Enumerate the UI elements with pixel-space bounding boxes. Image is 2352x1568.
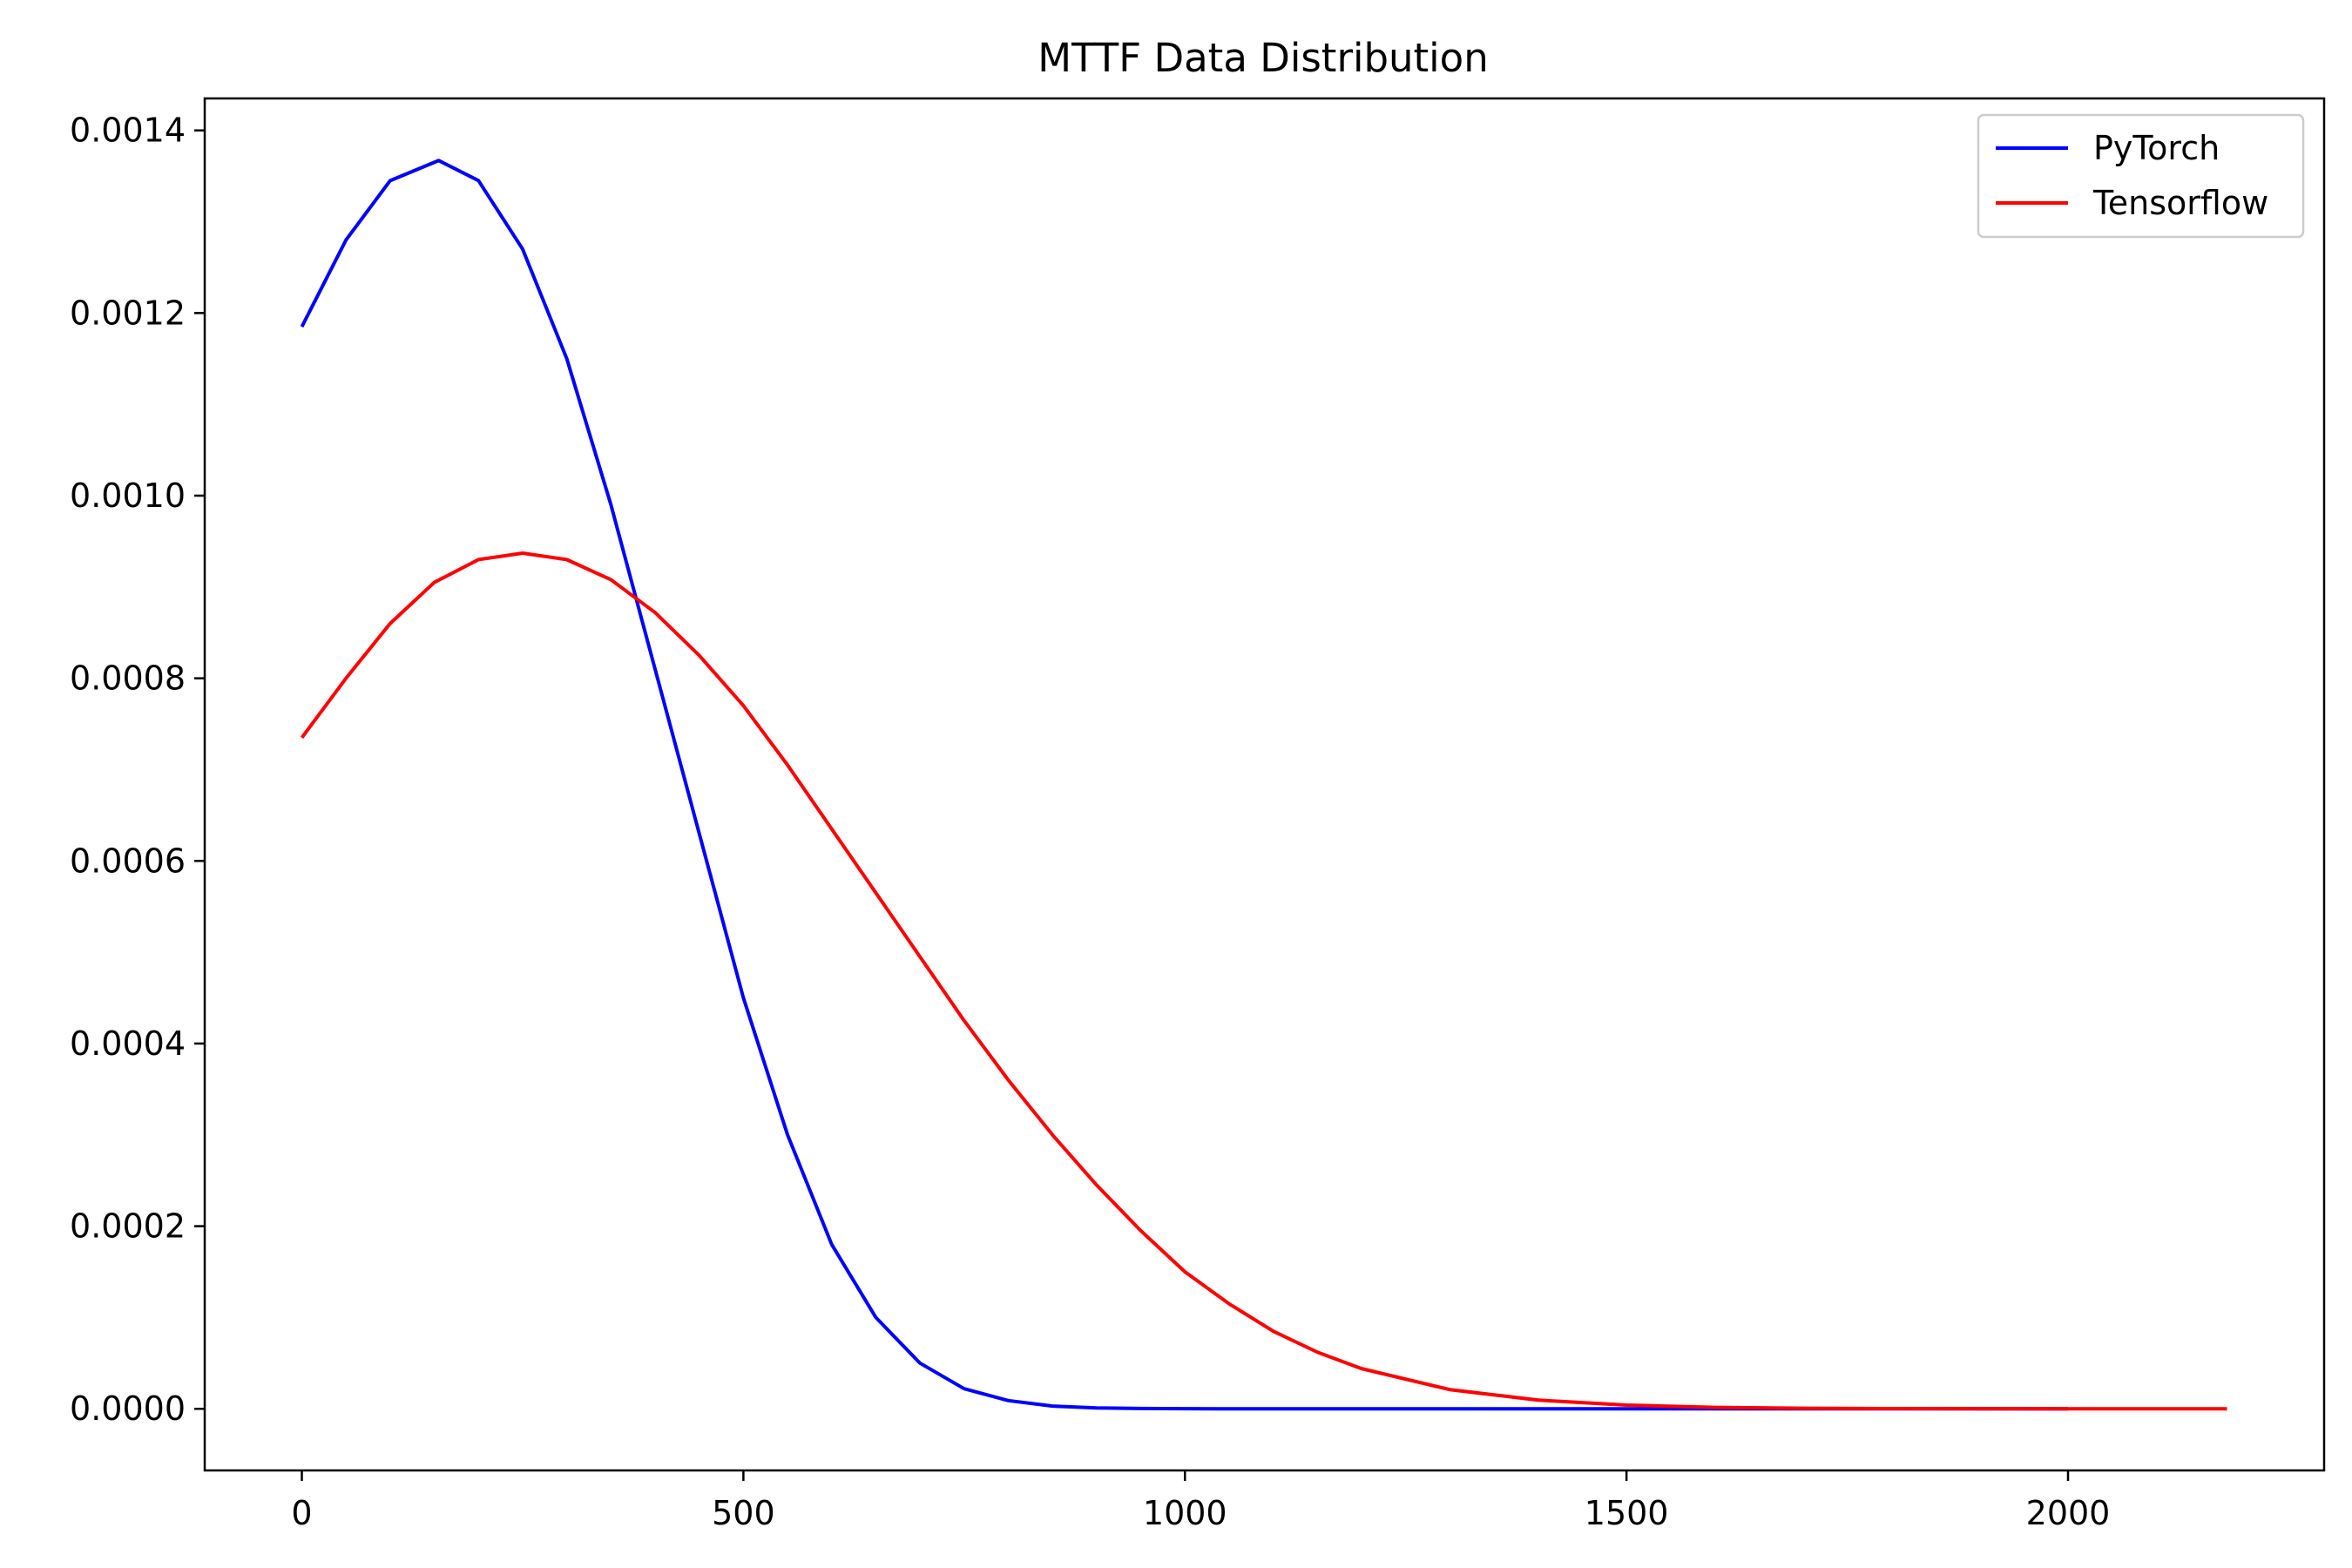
y-tick-label: 0.0010: [70, 476, 186, 515]
y-tick-label: 0.0008: [70, 659, 186, 698]
x-tick-label: 500: [712, 1494, 775, 1532]
legend: PyTorch Tensorflow: [1977, 113, 2305, 239]
axes-frame: [203, 97, 2326, 1472]
x-tick-label: 1500: [1585, 1494, 1669, 1532]
y-tick-label: 0.0000: [70, 1389, 186, 1428]
y-tick-label: 0.0012: [70, 294, 186, 332]
legend-box: [1977, 113, 2305, 239]
y-tick-label: 0.0014: [70, 112, 186, 150]
y-tick-label: 0.0002: [70, 1207, 186, 1246]
x-tick-label: 1000: [1143, 1494, 1227, 1532]
y-tick-label: 0.0004: [70, 1024, 186, 1063]
x-tick-label: 0: [291, 1494, 312, 1532]
x-tick-label: 2000: [2026, 1494, 2111, 1532]
legend-label-tensorflow: Tensorflow: [2092, 184, 2268, 222]
chart-title: MTTF Data Distribution: [1037, 35, 1488, 81]
axes: 0 500 1000 1500 2000 0.0000 0.0002 0.0004 0.0006…: [70, 97, 2326, 1532]
y-tick-label: 0.0006: [70, 841, 186, 880]
series-line-pytorch: [300, 159, 2069, 1411]
series-line-tensorflow: [300, 551, 2227, 1411]
legend-label-pytorch: PyTorch: [2093, 129, 2220, 167]
plot-area: [300, 159, 2227, 1411]
